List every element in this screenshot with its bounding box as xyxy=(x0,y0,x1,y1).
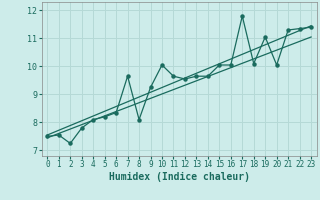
X-axis label: Humidex (Indice chaleur): Humidex (Indice chaleur) xyxy=(109,172,250,182)
